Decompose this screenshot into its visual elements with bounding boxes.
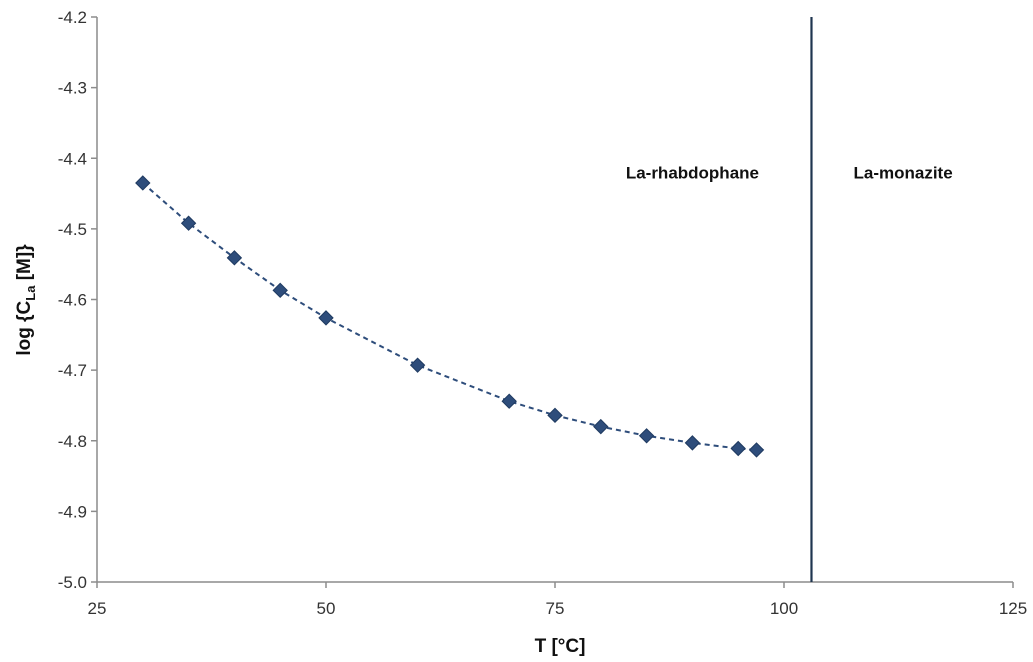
region-label: La-monazite	[853, 163, 952, 182]
y-axis-title-suffix: [M]}	[14, 244, 35, 286]
data-point	[684, 435, 701, 451]
y-tick-label: -5.0	[58, 573, 87, 592]
y-tick-label: -4.6	[58, 291, 87, 310]
y-axis-title: log {CLa [M]}	[14, 244, 38, 356]
data-point	[638, 428, 655, 444]
data-point	[180, 215, 197, 231]
series-line	[142, 182, 757, 451]
data-point	[318, 310, 334, 326]
y-tick-label: -4.9	[58, 502, 87, 521]
y-tick-label: -4.4	[58, 149, 87, 168]
x-tick-label: 50	[317, 599, 336, 618]
y-tick-label: -4.5	[58, 220, 87, 239]
y-axis-title-prefix: log {C	[14, 300, 35, 355]
axes: -5.0 -4.9 -4.8 -4.7 -4.6 -4.5 -4.4 -4.3 -4.2 25 50…	[58, 8, 1027, 618]
series-layer	[135, 17, 813, 582]
data-point	[409, 357, 426, 373]
data-point	[593, 418, 609, 435]
y-tick-label: -4.7	[58, 361, 87, 380]
x-tick-label: 75	[546, 599, 565, 618]
x-axis-title: T [°C]	[535, 636, 586, 657]
labels-layer: La-rhabdophane La-monazite	[626, 163, 953, 182]
data-point	[730, 440, 746, 457]
x-tick-label: 100	[770, 599, 798, 618]
y-tick-label: -4.8	[58, 432, 87, 451]
x-tick-label: 125	[999, 599, 1027, 618]
y-axis-title-subscript: La	[23, 285, 38, 301]
data-point	[501, 393, 517, 409]
data-point	[135, 175, 151, 191]
data-point	[272, 282, 288, 299]
data-point	[748, 442, 765, 458]
data-point	[226, 250, 243, 266]
y-tick-label: -4.3	[58, 79, 87, 98]
data-point	[547, 407, 563, 424]
x-tick-label: 25	[88, 599, 107, 618]
y-tick-label: -4.2	[58, 8, 87, 27]
region-label: La-rhabdophane	[626, 163, 759, 182]
